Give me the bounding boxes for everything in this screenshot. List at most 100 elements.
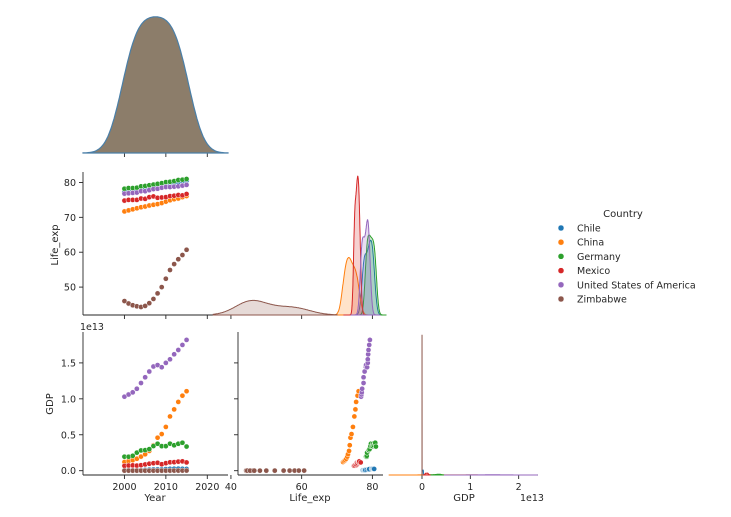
legend-label-germany: Germany <box>577 252 621 263</box>
point-china <box>353 399 359 405</box>
point-germany <box>373 443 379 450</box>
year-kde-area <box>82 16 229 154</box>
y-tick-label: 70 <box>64 213 76 224</box>
point-china <box>346 442 353 449</box>
point-zimbabwe <box>251 467 258 474</box>
point-china <box>350 424 356 430</box>
legend-label-china: China <box>577 238 604 249</box>
x-tick-label: 2 <box>516 482 522 493</box>
legend-title: Country <box>603 209 643 220</box>
x-tick-label: 2010 <box>154 482 178 493</box>
point-mexico <box>183 459 190 466</box>
point-united-states-of-america <box>158 364 165 371</box>
point-mexico <box>183 191 190 197</box>
point-zimbabwe <box>263 467 270 474</box>
point-zimbabwe <box>167 267 173 273</box>
point-china <box>171 406 177 413</box>
point-zimbabwe <box>286 467 293 474</box>
point-united-states-of-america <box>183 337 190 343</box>
x-axis-label-gdp: GDP <box>453 493 474 504</box>
point-china <box>179 392 186 399</box>
point-zimbabwe <box>142 303 148 309</box>
y-tick-label: 0.5 <box>61 430 76 441</box>
x-tick-label: 1 <box>467 482 473 493</box>
y-tick-label: 1.0 <box>61 394 76 405</box>
point-united-states-of-america <box>367 337 373 343</box>
point-zimbabwe <box>280 467 287 474</box>
x-axis-label-year: Year <box>143 493 166 504</box>
y-axis-label-life-exp: Life_exp <box>50 224 61 265</box>
panel-gdp-vs-lifeexp: 40 60 80 <box>225 332 383 493</box>
x-tick-label: 60 <box>296 482 308 493</box>
legend: Country Chile China Germany Mexico United St… <box>557 209 696 306</box>
x-tick-label: 40 <box>225 482 237 493</box>
legend-marker-united-states-of-america <box>557 281 565 289</box>
point-united-states-of-america <box>175 347 182 353</box>
point-china <box>167 413 173 420</box>
point-united-states-of-america <box>171 351 177 358</box>
point-united-states-of-america <box>366 342 373 348</box>
gdp-y-offset-text: 1e13 <box>80 322 104 333</box>
legend-label-united-states-of-america: United States of America <box>577 280 696 291</box>
panel-gdp-vs-year: 0.0 0.5 1.0 1.5 2000 2010 2020 <box>61 332 228 493</box>
kde-united-states-of-america <box>350 219 381 316</box>
point-united-states-of-america <box>359 385 365 392</box>
point-zimbabwe <box>271 467 278 474</box>
point-mexico <box>357 459 364 466</box>
x-tick-label: 80 <box>366 482 378 493</box>
point-united-states-of-america <box>167 356 173 363</box>
point-united-states-of-america <box>183 182 190 188</box>
x-tick-label: 0 <box>419 482 425 493</box>
legend-label-zimbabwe: Zimbabwe <box>577 295 627 306</box>
point-china <box>351 413 358 420</box>
point-zimbabwe <box>154 290 161 297</box>
point-china <box>154 434 161 441</box>
point-china <box>352 406 359 413</box>
kde-mexico <box>422 472 431 476</box>
point-germany <box>129 452 136 459</box>
legend-marker-chile <box>557 224 565 232</box>
y-axis-label-gdp: GDP <box>45 393 56 414</box>
point-united-states-of-america <box>179 342 186 348</box>
point-united-states-of-america <box>365 347 372 353</box>
point-zimbabwe <box>146 300 153 306</box>
kde-zimbabwe <box>212 299 338 316</box>
y-tick-label: 50 <box>64 283 76 294</box>
point-united-states-of-america <box>360 374 367 381</box>
point-germany <box>183 176 190 182</box>
point-germany <box>163 443 169 449</box>
point-united-states-of-america <box>142 374 148 381</box>
point-zimbabwe <box>121 298 128 304</box>
point-zimbabwe <box>175 256 182 263</box>
point-zimbabwe <box>183 467 190 474</box>
point-germany <box>179 439 186 446</box>
point-united-states-of-america <box>163 360 169 366</box>
legend-marker-mexico <box>557 267 565 274</box>
point-zimbabwe <box>257 467 263 474</box>
point-china <box>158 431 165 437</box>
point-zimbabwe <box>150 296 157 302</box>
kde-chile <box>352 239 385 316</box>
gdp-x-offset-text: 1e13 <box>520 493 544 504</box>
legend-label-chile: Chile <box>577 224 601 235</box>
y-tick-label: 80 <box>64 178 76 189</box>
legend-marker-zimbabwe <box>557 295 565 303</box>
point-united-states-of-america <box>146 368 153 375</box>
point-zimbabwe <box>179 252 186 258</box>
y-tick-label: 0.0 <box>61 466 76 477</box>
point-zimbabwe <box>158 284 165 290</box>
point-china <box>183 388 190 395</box>
point-china <box>348 431 355 437</box>
legend-marker-germany <box>557 253 565 260</box>
point-chile <box>371 466 378 472</box>
panel-lifeexp-vs-year: 50 60 70 80 <box>64 172 228 319</box>
point-germany <box>183 443 190 450</box>
point-zimbabwe <box>183 246 190 253</box>
panel-lifeexp-kde <box>212 175 387 319</box>
point-zimbabwe <box>163 275 169 282</box>
point-china <box>175 399 182 405</box>
point-united-states-of-america <box>134 385 140 392</box>
point-germany <box>146 446 153 452</box>
x-tick-label: 2000 <box>112 482 136 493</box>
